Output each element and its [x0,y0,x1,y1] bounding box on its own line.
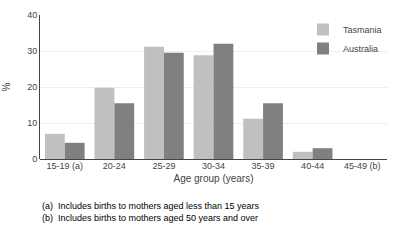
svg-text:(b) Includes births to mother: (b) Includes births to mothers aged 50 y… [42,213,258,223]
svg-text:20: 20 [27,82,37,92]
svg-text:(a) Includes births to mother: (a) Includes births to mothers aged less… [42,201,260,211]
svg-text:Tasmania: Tasmania [343,25,382,35]
svg-text:15-19 (a): 15-19 (a) [47,161,84,171]
svg-text:25-29: 25-29 [152,161,175,171]
svg-text:10: 10 [27,118,37,128]
svg-text:45-49 (b): 45-49 (b) [344,161,381,171]
svg-text:20-24: 20-24 [103,161,126,171]
svg-text:40: 40 [27,10,37,20]
svg-text:0: 0 [32,154,37,164]
svg-text:30-34: 30-34 [202,161,225,171]
svg-text:Age group (years): Age group (years) [173,173,253,184]
svg-text:40-44: 40-44 [301,161,324,171]
svg-text:35-39: 35-39 [252,161,275,171]
svg-text:30: 30 [27,46,37,56]
svg-text:Australia: Australia [343,44,378,54]
svg-text:%: % [1,82,12,91]
